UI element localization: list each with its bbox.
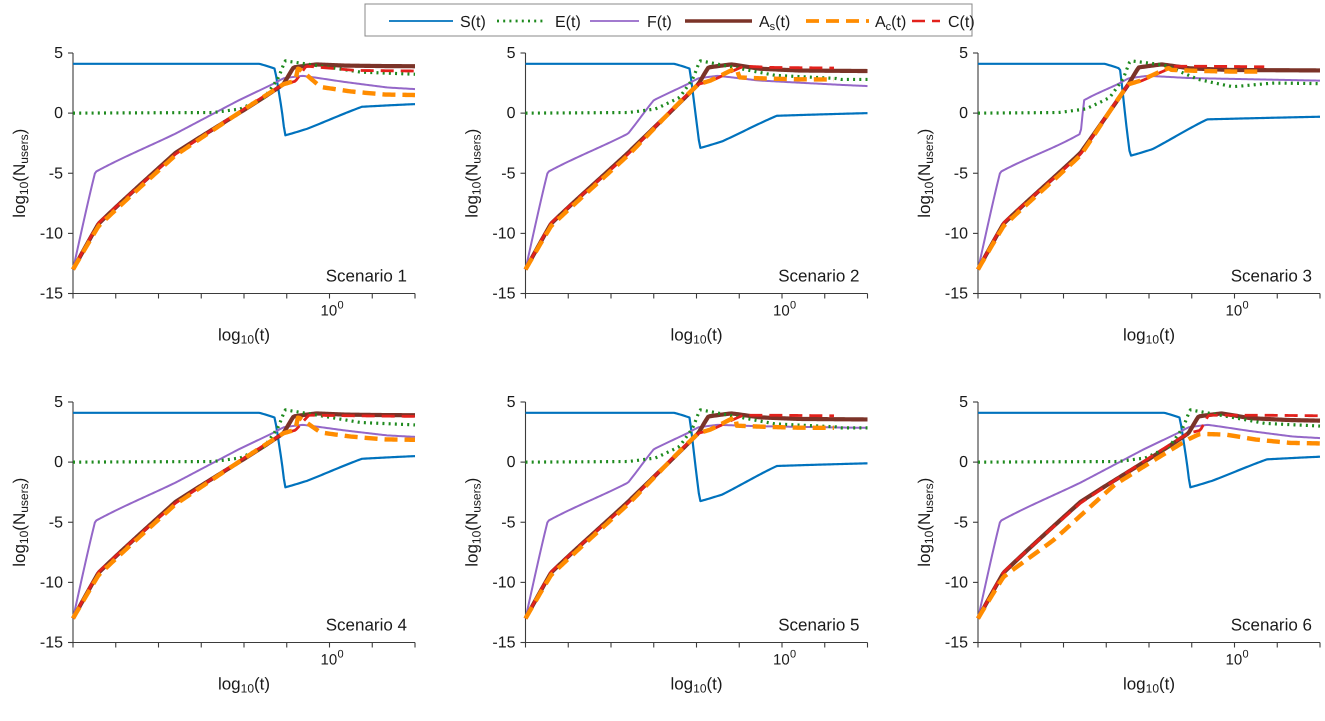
svg-text:0: 0 <box>54 105 63 122</box>
svg-text:-5: -5 <box>501 165 515 182</box>
svg-text:-10: -10 <box>945 225 968 242</box>
svg-text:10: 10 <box>1226 303 1243 320</box>
svg-text:0: 0 <box>507 454 516 471</box>
svg-text:S(t): S(t) <box>460 14 486 31</box>
svg-text:As(t): As(t) <box>759 14 790 33</box>
svg-text:-10: -10 <box>40 225 63 242</box>
svg-text:-15: -15 <box>492 286 515 303</box>
svg-text:Scenario 4: Scenario 4 <box>326 616 407 635</box>
svg-text:-5: -5 <box>501 514 515 531</box>
svg-text:0: 0 <box>54 454 63 471</box>
svg-text:5: 5 <box>959 45 968 62</box>
svg-text:Scenario 2: Scenario 2 <box>778 267 859 286</box>
svg-text:C(t): C(t) <box>948 14 975 31</box>
svg-text:-5: -5 <box>954 165 968 182</box>
svg-text:5: 5 <box>507 394 516 411</box>
svg-text:0: 0 <box>959 454 968 471</box>
svg-text:0: 0 <box>338 300 344 312</box>
svg-text:10: 10 <box>321 652 338 669</box>
svg-text:5: 5 <box>54 45 63 62</box>
svg-text:0: 0 <box>338 649 344 661</box>
svg-text:10: 10 <box>773 652 790 669</box>
svg-text:Scenario 5: Scenario 5 <box>778 616 859 635</box>
svg-text:0: 0 <box>790 300 796 312</box>
svg-text:Ac(t): Ac(t) <box>875 14 906 33</box>
svg-text:Scenario 3: Scenario 3 <box>1231 267 1312 286</box>
svg-text:-5: -5 <box>49 165 63 182</box>
svg-text:-5: -5 <box>49 514 63 531</box>
svg-text:-10: -10 <box>945 574 968 591</box>
svg-text:-10: -10 <box>40 574 63 591</box>
svg-text:10: 10 <box>773 303 790 320</box>
svg-text:10: 10 <box>321 303 338 320</box>
svg-text:F(t): F(t) <box>647 14 672 31</box>
svg-text:0: 0 <box>959 105 968 122</box>
svg-text:0: 0 <box>1243 300 1249 312</box>
svg-text:-15: -15 <box>945 635 968 652</box>
svg-text:-10: -10 <box>492 574 515 591</box>
svg-text:5: 5 <box>507 45 516 62</box>
svg-text:-15: -15 <box>945 286 968 303</box>
svg-text:-15: -15 <box>40 286 63 303</box>
svg-text:0: 0 <box>507 105 516 122</box>
svg-text:-15: -15 <box>492 635 515 652</box>
svg-text:5: 5 <box>54 394 63 411</box>
svg-text:-10: -10 <box>492 225 515 242</box>
svg-text:5: 5 <box>959 394 968 411</box>
svg-text:Scenario 1: Scenario 1 <box>326 267 407 286</box>
svg-text:Scenario 6: Scenario 6 <box>1231 616 1312 635</box>
svg-text:E(t): E(t) <box>555 14 581 31</box>
svg-text:0: 0 <box>1243 649 1249 661</box>
svg-text:0: 0 <box>790 649 796 661</box>
svg-text:-5: -5 <box>954 514 968 531</box>
svg-text:-15: -15 <box>40 635 63 652</box>
svg-text:10: 10 <box>1226 652 1243 669</box>
